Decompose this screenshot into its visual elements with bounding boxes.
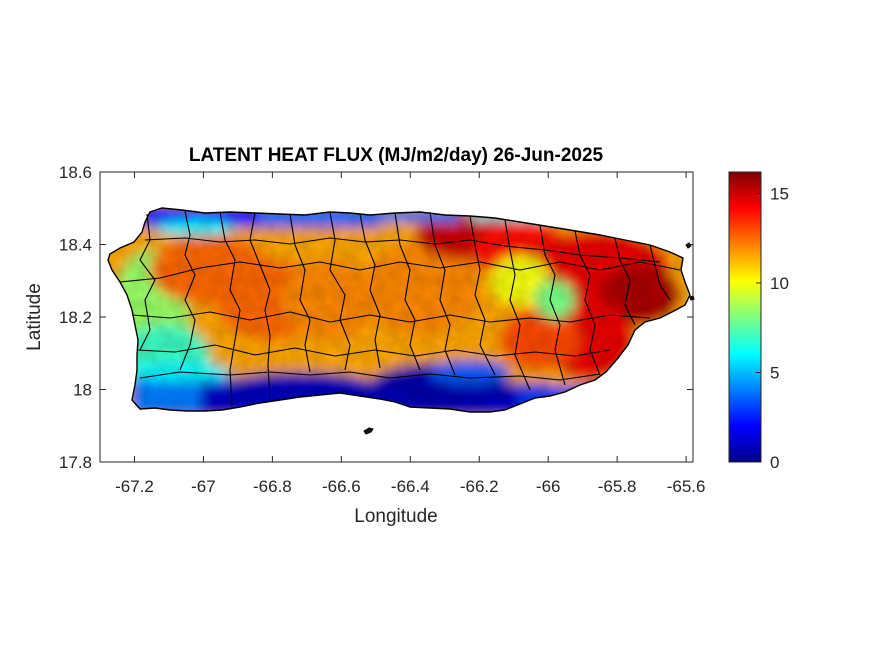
x-axis-label: Longitude xyxy=(354,506,437,527)
colorbar-ticks: 0 5 10 15 xyxy=(756,184,789,472)
municipality-borders xyxy=(119,210,681,406)
y-tick-label: 18.4 xyxy=(59,236,92,255)
x-tick-label: -65.6 xyxy=(667,477,706,496)
y-axis: 17.8 18 18.2 18.4 18.6 xyxy=(59,163,693,472)
colorbar-tick-label: 15 xyxy=(770,184,789,203)
colorbar-tick-label: 10 xyxy=(770,274,789,293)
municipality-border xyxy=(329,211,351,371)
x-tick-label: -67.2 xyxy=(115,477,154,496)
colorbar: 0 5 10 15 xyxy=(728,171,789,472)
x-tick-label: -66 xyxy=(536,477,561,496)
municipality-border xyxy=(136,344,611,357)
municipality-border xyxy=(289,213,311,373)
municipality-border xyxy=(614,237,636,326)
municipality-border xyxy=(219,211,241,406)
colorbar-tick-label: 5 xyxy=(770,363,779,382)
municipality-border xyxy=(131,311,651,323)
colorbar-gradient xyxy=(728,171,762,463)
municipality-border xyxy=(394,212,421,371)
municipality-border xyxy=(539,224,566,386)
municipality-border xyxy=(119,261,681,283)
x-tick-label: -66.6 xyxy=(322,477,361,496)
municipality-border xyxy=(649,244,671,301)
y-tick-label: 18.2 xyxy=(59,308,92,327)
x-tick-label: -66.8 xyxy=(253,477,292,496)
y-tick-label: 17.8 xyxy=(59,453,92,472)
municipality-border xyxy=(504,219,531,391)
municipality-border xyxy=(359,213,381,369)
municipality-border xyxy=(249,212,271,401)
municipality-border xyxy=(469,215,496,376)
municipality-border xyxy=(139,371,601,381)
y-tick-label: 18.6 xyxy=(59,163,92,182)
y-axis-label: Latitude xyxy=(24,283,45,351)
chart-title: LATENT HEAT FLUX (MJ/m2/day) 26-Jun-2025 xyxy=(189,145,604,166)
x-tick-label: -65.8 xyxy=(598,477,637,496)
municipality-border xyxy=(144,237,661,263)
y-tick-label: 18 xyxy=(73,381,92,400)
x-axis: -67.2 -67 -66.8 -66.6 -66.4 -66.2 -66 -65.8 -65.… xyxy=(115,172,705,496)
x-tick-label: -66.2 xyxy=(460,477,499,496)
x-tick-label: -67 xyxy=(191,477,216,496)
municipality-border xyxy=(429,211,456,376)
colorbar-tick-label: 0 xyxy=(770,453,779,472)
x-tick-label: -66.4 xyxy=(391,477,430,496)
